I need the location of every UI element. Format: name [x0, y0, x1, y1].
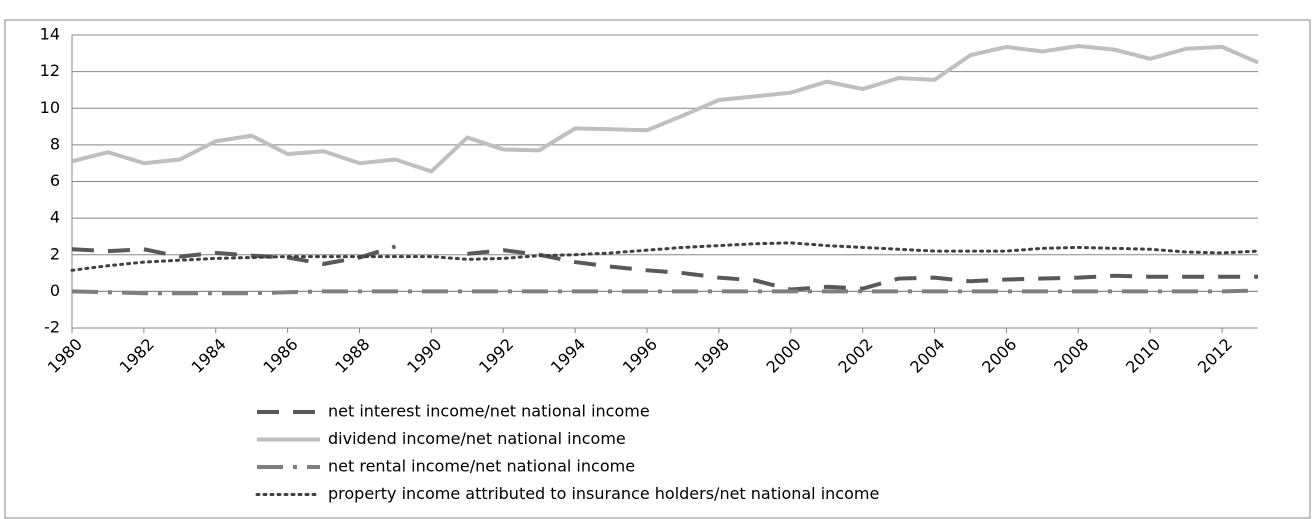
legend-label: net rental income/net national income: [328, 457, 635, 476]
chart-frame: [4, 19, 1311, 519]
series-line: [71, 43, 1259, 174]
y-tick-label: 6: [50, 171, 60, 190]
legend-label: property income attributed to insurance …: [328, 484, 879, 503]
y-tick-label: 12: [40, 61, 60, 80]
y-tick-label: 14: [40, 25, 60, 44]
legend-label: net interest income/net national income: [328, 402, 650, 421]
y-tick-label: 10: [40, 98, 60, 117]
y-tick-label: 0: [50, 281, 60, 300]
y-tick-label: -2: [44, 318, 60, 337]
y-tick-label: 4: [50, 208, 60, 227]
series-line: [71, 244, 1258, 292]
y-tick-label: 8: [50, 134, 60, 153]
series-line: [71, 288, 1259, 296]
series-line: [70, 241, 1260, 272]
y-tick-label: 2: [50, 244, 60, 263]
legend-label: dividend income/net national income: [328, 429, 626, 448]
